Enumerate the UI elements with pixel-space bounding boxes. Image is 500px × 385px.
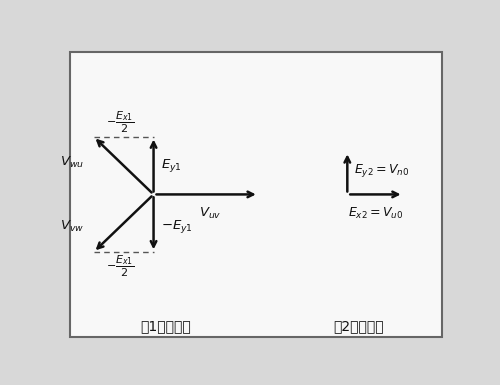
Text: $V_{vw}$: $V_{vw}$ — [60, 219, 84, 234]
Text: （2）二次側: （2）二次側 — [334, 319, 384, 333]
Text: （1）一次側: （1）一次側 — [140, 319, 190, 333]
Text: $-E_{y1}$: $-E_{y1}$ — [160, 218, 192, 235]
Text: $V_{uv}$: $V_{uv}$ — [198, 206, 222, 221]
Text: $E_{y1}$: $E_{y1}$ — [160, 157, 182, 174]
Text: $E_{x2}=V_{u0}$: $E_{x2}=V_{u0}$ — [348, 206, 403, 221]
Text: $E_{y2}=V_{n0}$: $E_{y2}=V_{n0}$ — [354, 162, 410, 179]
Text: $V_{wu}$: $V_{wu}$ — [60, 155, 84, 170]
Text: $-\dfrac{E_{x1}}{2}$: $-\dfrac{E_{x1}}{2}$ — [106, 254, 134, 279]
Text: $-\dfrac{E_{x1}}{2}$: $-\dfrac{E_{x1}}{2}$ — [106, 110, 134, 135]
